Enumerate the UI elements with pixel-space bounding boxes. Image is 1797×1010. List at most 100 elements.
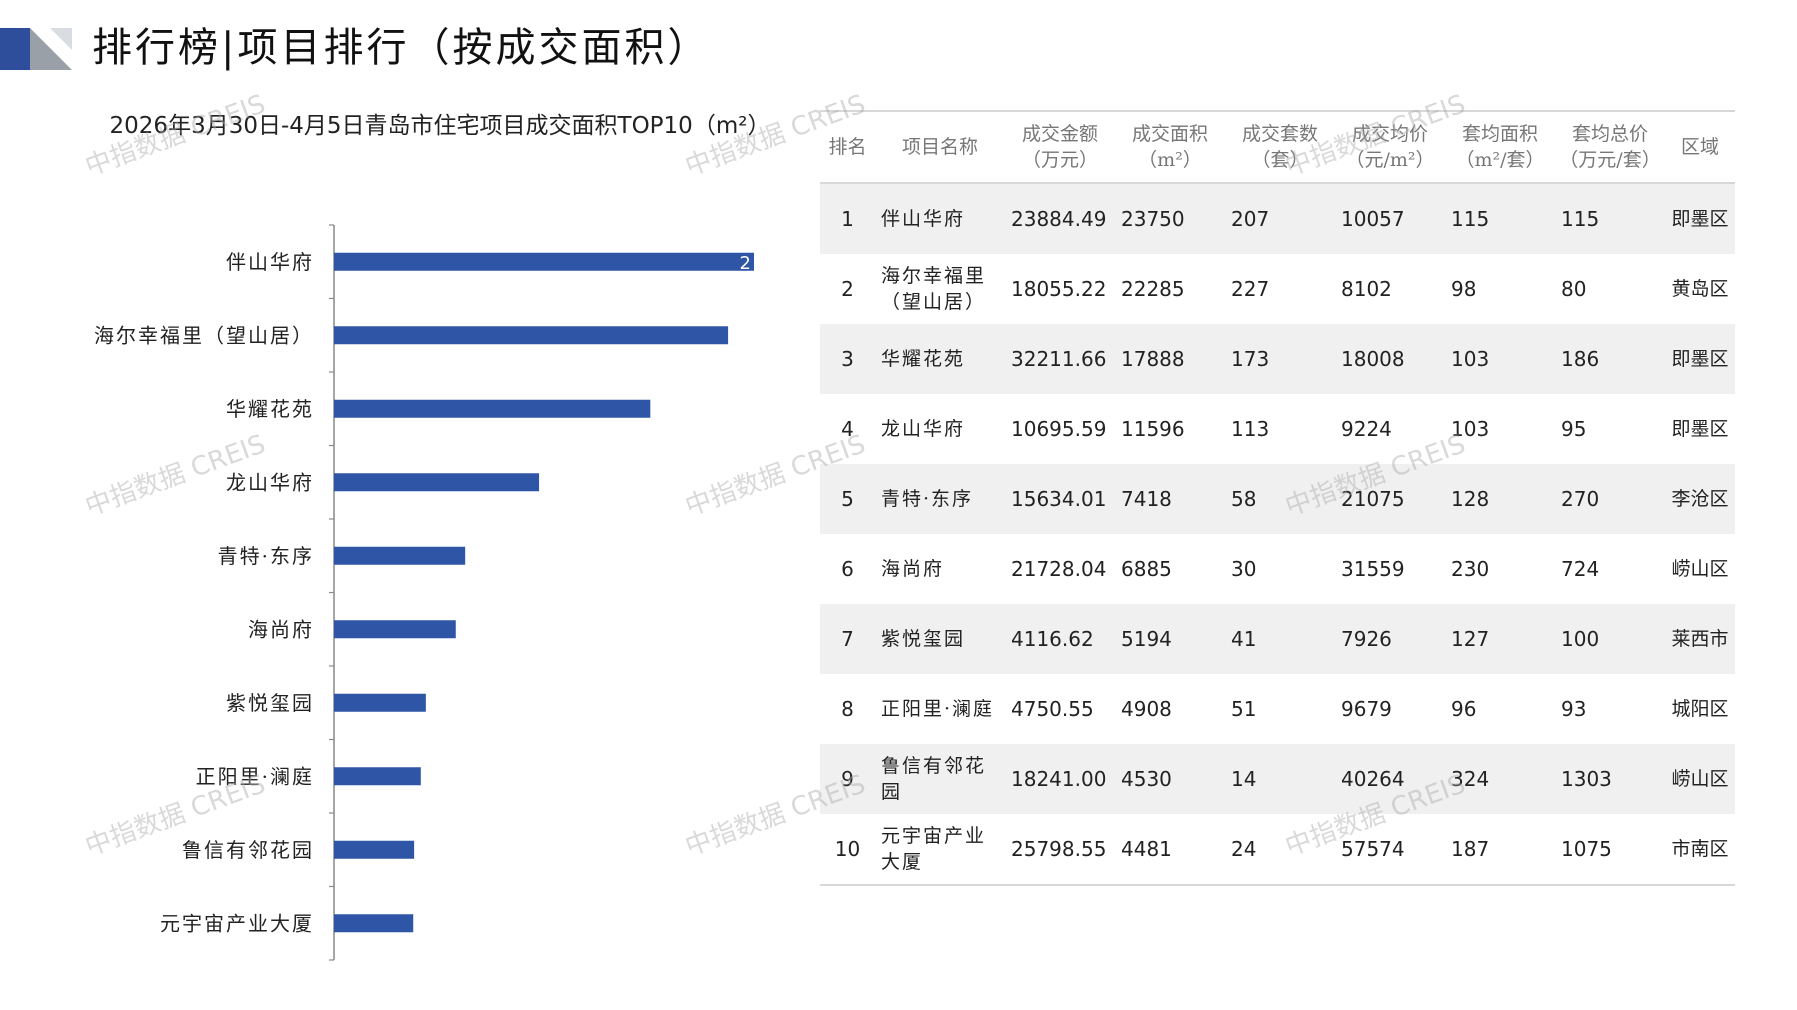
- avg-area-cell: 98: [1451, 277, 1477, 301]
- avg-area-cell: 103: [1451, 417, 1490, 441]
- district-cell: 即墨区: [1665, 183, 1735, 254]
- avg-area-cell: 115: [1445, 183, 1555, 254]
- amount-cell: 4116.62: [1005, 604, 1115, 674]
- avg-total-cell: 1303: [1555, 744, 1665, 814]
- avg-total-cell: 270: [1555, 464, 1665, 534]
- project-name-cell: 海尔幸福里（望山居）: [881, 265, 987, 313]
- rank-cell: 2: [841, 277, 854, 301]
- header-subline: （套）: [1251, 149, 1309, 171]
- avg-price-cell: 8102: [1341, 277, 1392, 301]
- avg-price-cell: 9224: [1341, 417, 1392, 441]
- project-name-cell: 青特·东序: [875, 464, 1005, 534]
- table-header-cell: 项目名称: [875, 110, 1005, 184]
- project-name-cell: 鲁信有邻花园: [875, 744, 1005, 814]
- avg-total-cell: 95: [1561, 417, 1587, 441]
- project-name-cell: 龙山华府: [881, 418, 966, 440]
- rank-cell: 4: [841, 417, 854, 441]
- rank-cell: 9: [820, 744, 875, 814]
- category-label: 华耀花苑: [226, 397, 314, 421]
- category-label: 龙山华府: [226, 470, 314, 494]
- rank-cell: 7: [820, 604, 875, 674]
- avg-price-cell: 21075: [1335, 464, 1445, 534]
- avg-total-cell: 80: [1561, 277, 1587, 301]
- table-header-cell: 成交面积 （m²）: [1115, 110, 1225, 184]
- project-name-cell: 海尚府: [881, 558, 945, 580]
- avg-total-cell: 724: [1561, 557, 1600, 581]
- category-label: 青特·东序: [218, 544, 314, 568]
- units-cell: 207: [1225, 183, 1335, 254]
- rank-cell: 1: [820, 183, 875, 254]
- district-cell: 李沧区: [1665, 464, 1735, 534]
- category-label: 紫悦玺园: [226, 691, 314, 715]
- amount-cell: 32211.66: [1005, 324, 1115, 394]
- amount-cell: 4750.55: [1011, 697, 1094, 721]
- table-row: 1 伴山华府 23884.49 23750 207 10057 115 115 即墨区: [820, 183, 1735, 254]
- district-cell: 即墨区: [1671, 418, 1729, 440]
- project-name-cell: 华耀花苑: [875, 324, 1005, 394]
- avg-area-cell: 187: [1445, 814, 1555, 886]
- table-row: 6 海尚府 21728.04 6885 30 31559 230 724 崂山区: [820, 534, 1735, 604]
- amount-cell: 23884.49: [1005, 183, 1115, 254]
- area-cell: 4530: [1115, 744, 1225, 814]
- table-row: 2 海尔幸福里（望山居） 18055.22 22285 227 8102 98 80 黄岛区: [820, 254, 1735, 324]
- table-row: 5 青特·东序 15634.01 7418 58 21075 128 270 李沧区: [820, 464, 1735, 534]
- bar: [334, 326, 729, 345]
- avg-area-cell: 127: [1445, 604, 1555, 674]
- units-cell: 14: [1225, 744, 1335, 814]
- rank-cell: 8: [841, 697, 854, 721]
- avg-total-cell: 100: [1555, 604, 1665, 674]
- table-header-cell: 排名: [820, 110, 875, 184]
- table-row: 4 龙山华府 10695.59 11596 113 9224 103 95 即墨区: [820, 394, 1735, 464]
- project-name-cell: 正阳里·澜庭: [881, 698, 995, 720]
- amount-cell: 18055.22: [1011, 277, 1107, 301]
- table-header-cell: 套均总价 （万元/套）: [1555, 110, 1665, 184]
- area-cell: 6885: [1121, 557, 1172, 581]
- category-label: 鲁信有邻花园: [182, 838, 314, 862]
- district-cell: 即墨区: [1665, 324, 1735, 394]
- header-subline: （m²/套）: [1455, 149, 1545, 171]
- bar: [334, 252, 754, 271]
- table-row: 8 正阳里·澜庭 4750.55 4908 51 9679 96 93 城阳区: [820, 674, 1735, 744]
- logo-mark: [0, 28, 72, 70]
- avg-price-cell: 18008: [1335, 324, 1445, 394]
- avg-total-cell: 115: [1555, 183, 1665, 254]
- bar: [334, 620, 456, 639]
- table-row: 9 鲁信有邻花园 18241.00 4530 14 40264 324 1303 崂山区: [820, 744, 1735, 814]
- rank-cell: 6: [841, 557, 854, 581]
- project-name-cell: 伴山华府: [875, 183, 1005, 254]
- units-cell: 24: [1225, 814, 1335, 886]
- district-cell: 崂山区: [1671, 558, 1729, 580]
- avg-total-cell: 1075: [1555, 814, 1665, 886]
- category-label: 元宇宙产业大厦: [160, 911, 314, 935]
- avg-total-cell: 186: [1555, 324, 1665, 394]
- district-cell: 崂山区: [1665, 744, 1735, 814]
- category-label: 海尔幸福里（望山居）: [94, 323, 314, 347]
- units-cell: 173: [1225, 324, 1335, 394]
- rank-cell: 3: [820, 324, 875, 394]
- header-line: 套均总价: [1571, 123, 1648, 145]
- header-subline: （m²）: [1138, 149, 1202, 171]
- avg-price-cell: 40264: [1335, 744, 1445, 814]
- project-name-cell: 元宇宙产业大厦: [875, 814, 1005, 886]
- table-row: 7 紫悦玺园 4116.62 5194 41 7926 127 100 莱西市: [820, 604, 1735, 674]
- units-cell: 113: [1231, 417, 1270, 441]
- avg-price-cell: 7926: [1335, 604, 1445, 674]
- header-subline: （元/m²）: [1345, 149, 1435, 171]
- avg-price-cell: 9679: [1341, 697, 1392, 721]
- area-cell: 22285: [1121, 277, 1185, 301]
- table-header-cell: 成交均价 （元/m²）: [1335, 110, 1445, 184]
- bar: [334, 767, 421, 786]
- table-body: 1 伴山华府 23884.49 23750 207 10057 115 115 即墨区 2 海尔幸福…: [820, 183, 1735, 886]
- avg-area-cell: 96: [1451, 697, 1477, 721]
- category-label: 海尚府: [248, 617, 314, 641]
- header-line: 区域: [1680, 136, 1719, 158]
- table-header-cell: 套均面积 （m²/套）: [1445, 110, 1555, 184]
- avg-total-cell: 93: [1561, 697, 1587, 721]
- table-header-cell: 成交套数 （套）: [1225, 110, 1335, 184]
- rank-cell: 10: [820, 814, 875, 886]
- category-label: 伴山华府: [226, 250, 314, 274]
- header-line: 项目名称: [901, 136, 978, 158]
- bar: [334, 546, 466, 565]
- district-cell: 市南区: [1665, 814, 1735, 886]
- units-cell: 227: [1231, 277, 1270, 301]
